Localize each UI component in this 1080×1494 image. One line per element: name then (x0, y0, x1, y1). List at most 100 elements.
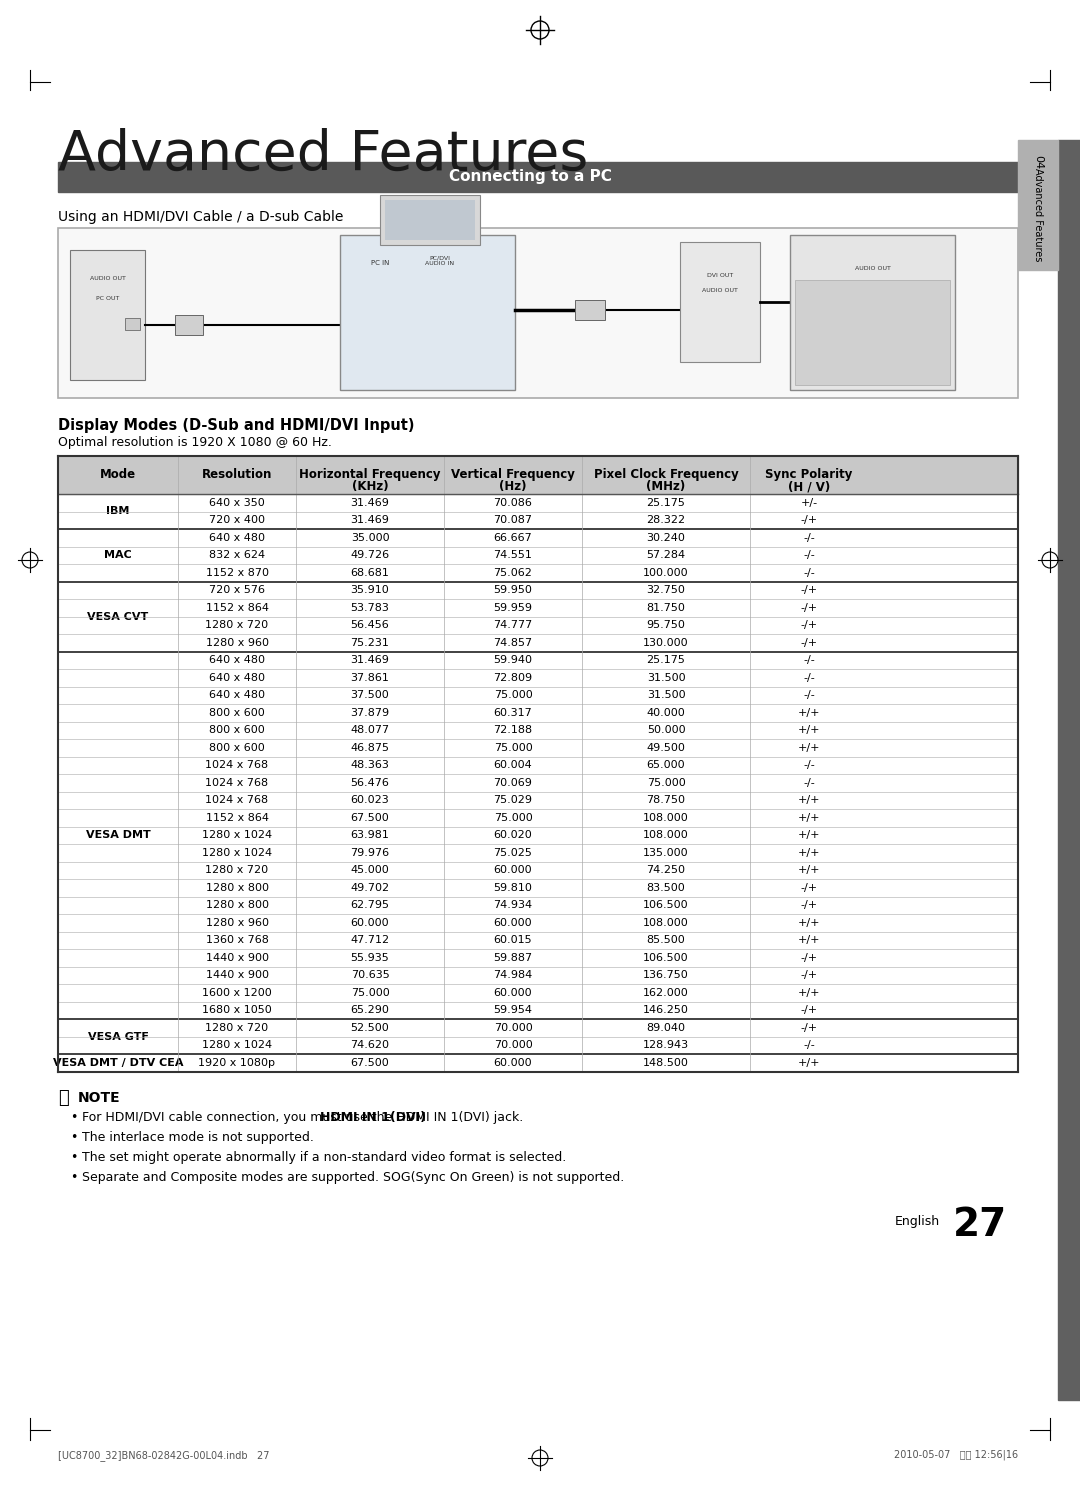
Text: 74.620: 74.620 (351, 1040, 390, 1050)
Text: 67.500: 67.500 (351, 1058, 390, 1068)
Text: 136.750: 136.750 (643, 970, 689, 980)
Text: 75.000: 75.000 (351, 988, 390, 998)
Text: 1280 x 720: 1280 x 720 (205, 1023, 269, 1032)
Text: The set might operate abnormally if a non-standard video format is selected.: The set might operate abnormally if a no… (82, 1150, 566, 1164)
Text: (KHz): (KHz) (352, 480, 389, 493)
Text: 74.777: 74.777 (494, 620, 532, 630)
Text: -/-: -/- (804, 533, 815, 542)
Text: +/+: +/+ (798, 1058, 820, 1068)
Text: PC IN: PC IN (370, 260, 389, 266)
Text: 128.943: 128.943 (643, 1040, 689, 1050)
Text: Separate and Composite modes are supported. SOG(Sync On Green) is not supported.: Separate and Composite modes are support… (82, 1170, 624, 1183)
Text: 60.020: 60.020 (494, 831, 532, 840)
Text: 1280 x 1024: 1280 x 1024 (202, 847, 272, 858)
Text: 74.934: 74.934 (494, 901, 532, 910)
Text: +/+: +/+ (798, 988, 820, 998)
Text: -/+: -/+ (800, 883, 818, 893)
Text: 1360 x 768: 1360 x 768 (205, 935, 269, 946)
Text: Mode: Mode (100, 469, 136, 481)
Bar (58, 456, 1018, 495)
Bar (789, 235, 955, 390)
Text: 59.810: 59.810 (494, 883, 532, 893)
Text: 31.500: 31.500 (647, 672, 686, 683)
Text: 640 x 480: 640 x 480 (210, 672, 265, 683)
Text: 59.887: 59.887 (494, 953, 532, 962)
Text: 66.667: 66.667 (494, 533, 532, 542)
Text: 59.954: 59.954 (494, 1005, 532, 1016)
Text: +/+: +/+ (798, 917, 820, 928)
Text: 70.635: 70.635 (351, 970, 390, 980)
Text: +/+: +/+ (798, 813, 820, 823)
Text: HDMI IN 1(DVI): HDMI IN 1(DVI) (320, 1110, 426, 1123)
Text: 60.023: 60.023 (351, 795, 390, 805)
Text: 1600 x 1200: 1600 x 1200 (202, 988, 272, 998)
Text: 1280 x 800: 1280 x 800 (205, 883, 269, 893)
Text: 57.284: 57.284 (647, 550, 686, 560)
Text: -/-: -/- (804, 690, 815, 701)
Text: Advanced Features: Advanced Features (58, 128, 589, 182)
Text: +/+: +/+ (798, 935, 820, 946)
Text: 31.469: 31.469 (351, 515, 390, 526)
Text: 48.077: 48.077 (350, 725, 390, 735)
Text: -/+: -/+ (800, 586, 818, 595)
Text: 95.750: 95.750 (647, 620, 686, 630)
Text: 106.500: 106.500 (644, 901, 689, 910)
Text: 60.317: 60.317 (494, 708, 532, 717)
Text: 72.188: 72.188 (494, 725, 532, 735)
Bar (1058, 140, 1080, 1400)
Text: -/+: -/+ (800, 970, 818, 980)
Text: AUDIO OUT: AUDIO OUT (854, 266, 890, 270)
Text: MAC: MAC (104, 550, 132, 560)
Text: 800 x 600: 800 x 600 (210, 708, 265, 717)
Text: 89.040: 89.040 (647, 1023, 686, 1032)
Text: 1152 x 864: 1152 x 864 (205, 602, 269, 613)
Text: -/-: -/- (804, 568, 815, 578)
Text: 63.981: 63.981 (351, 831, 390, 840)
Text: 1280 x 1024: 1280 x 1024 (202, 831, 272, 840)
Text: 100.000: 100.000 (644, 568, 689, 578)
Text: 45.000: 45.000 (351, 865, 390, 875)
Text: 70.087: 70.087 (494, 515, 532, 526)
Text: 59.940: 59.940 (494, 656, 532, 665)
Text: 49.702: 49.702 (350, 883, 390, 893)
Text: 53.783: 53.783 (351, 602, 390, 613)
Bar (340, 235, 515, 390)
Text: 1152 x 870: 1152 x 870 (205, 568, 269, 578)
Text: 2010-05-07   오후 12:56|16: 2010-05-07 오후 12:56|16 (894, 1451, 1018, 1461)
Text: 130.000: 130.000 (644, 638, 689, 648)
Text: 1152 x 864: 1152 x 864 (205, 813, 269, 823)
Text: 162.000: 162.000 (643, 988, 689, 998)
Text: 📝: 📝 (58, 1089, 69, 1107)
Text: 49.726: 49.726 (350, 550, 390, 560)
Text: 70.000: 70.000 (494, 1023, 532, 1032)
Text: Pixel Clock Frequency: Pixel Clock Frequency (594, 468, 739, 481)
Text: 800 x 600: 800 x 600 (210, 725, 265, 735)
Text: 52.500: 52.500 (351, 1023, 390, 1032)
Text: Optimal resolution is 1920 X 1080 @ 60 Hz.: Optimal resolution is 1920 X 1080 @ 60 H… (58, 436, 332, 450)
Text: 65.290: 65.290 (351, 1005, 390, 1016)
Text: 640 x 480: 640 x 480 (210, 533, 265, 542)
Text: 640 x 480: 640 x 480 (210, 656, 265, 665)
Text: (MHz): (MHz) (646, 480, 686, 493)
Text: 74.250: 74.250 (647, 865, 686, 875)
Text: 75.000: 75.000 (647, 778, 686, 787)
Text: -/-: -/- (804, 778, 815, 787)
Text: 60.000: 60.000 (494, 1058, 532, 1068)
Text: VESA DMT / DTV CEA: VESA DMT / DTV CEA (53, 1058, 184, 1068)
Text: 70.000: 70.000 (494, 1040, 532, 1050)
Text: 72.809: 72.809 (494, 672, 532, 683)
Text: +/-: +/- (800, 498, 818, 508)
Text: 720 x 576: 720 x 576 (210, 586, 265, 595)
Text: VESA CVT: VESA CVT (87, 611, 149, 622)
Bar (175, 315, 203, 335)
Text: 37.500: 37.500 (351, 690, 390, 701)
Bar (680, 242, 760, 362)
Text: •: • (70, 1131, 78, 1143)
Text: For HDMI/DVI cable connection, you must use the HDMI IN 1(DVI) jack.: For HDMI/DVI cable connection, you must … (82, 1110, 523, 1123)
Text: 1024 x 768: 1024 x 768 (205, 795, 269, 805)
Text: -/+: -/+ (800, 638, 818, 648)
Text: -/-: -/- (804, 760, 815, 771)
Text: PC OUT: PC OUT (96, 296, 119, 300)
Text: 108.000: 108.000 (643, 917, 689, 928)
Text: 640 x 350: 640 x 350 (210, 498, 265, 508)
